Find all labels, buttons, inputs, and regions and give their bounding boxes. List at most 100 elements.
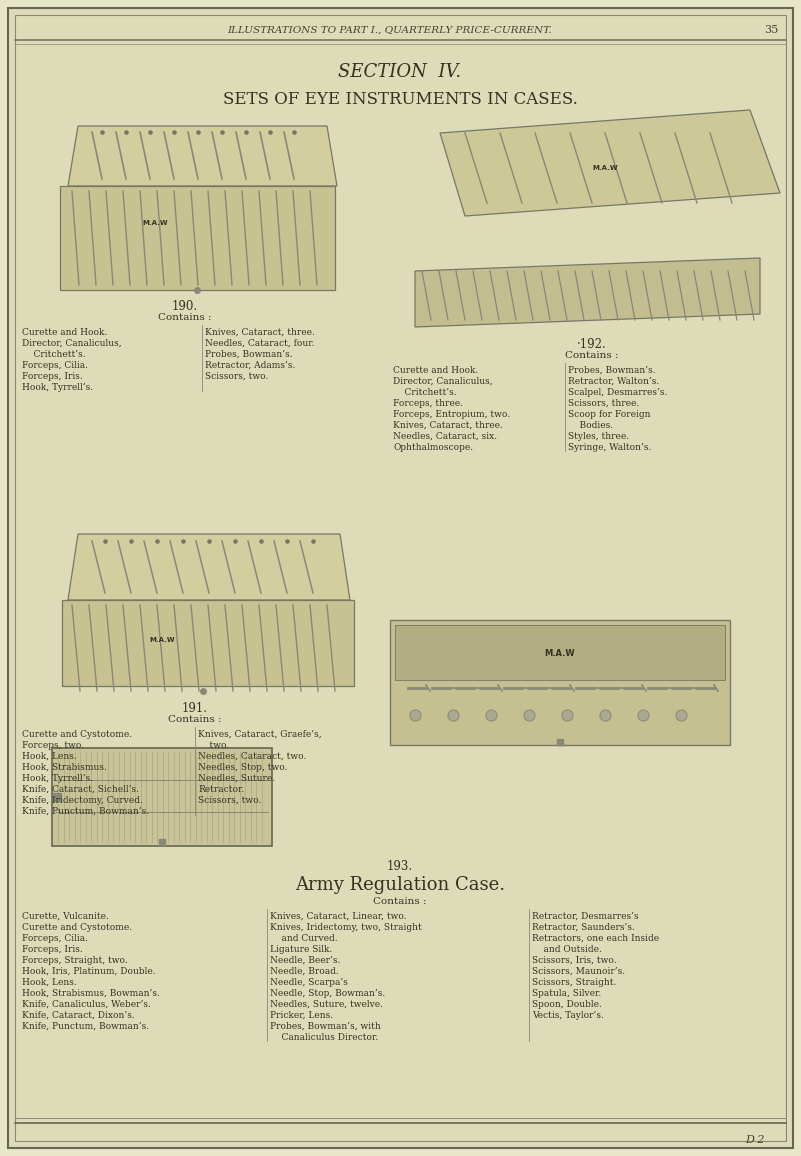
Text: Needles, Cataract, six.: Needles, Cataract, six. [393, 432, 497, 440]
Text: Director, Canaliculus,: Director, Canaliculus, [393, 377, 493, 386]
Text: Hook, Strabismus.: Hook, Strabismus. [22, 763, 107, 772]
Text: Needle, Scarpa’s: Needle, Scarpa’s [270, 978, 348, 987]
Text: and Outside.: and Outside. [532, 944, 602, 954]
Text: Scoop for Foreign: Scoop for Foreign [568, 410, 650, 418]
Text: Syringe, Walton’s.: Syringe, Walton’s. [568, 443, 651, 452]
Text: Scissors, three.: Scissors, three. [568, 399, 639, 408]
Text: D 2: D 2 [745, 1135, 765, 1144]
Text: Knife, Punctum, Bowman’s.: Knife, Punctum, Bowman’s. [22, 1022, 149, 1031]
Text: Scalpel, Desmarres’s.: Scalpel, Desmarres’s. [568, 388, 667, 397]
Text: Scissors, Maunoir’s.: Scissors, Maunoir’s. [532, 968, 625, 976]
Text: Curette and Hook.: Curette and Hook. [22, 328, 107, 338]
Text: 193.: 193. [387, 860, 413, 873]
Text: Retractor, Adams’s.: Retractor, Adams’s. [205, 361, 296, 370]
Text: 191.: 191. [182, 702, 208, 716]
Text: Scissors, two.: Scissors, two. [205, 372, 268, 381]
Text: Knife, Punctum, Bowman’s.: Knife, Punctum, Bowman’s. [22, 807, 149, 816]
Text: Scissors, Iris, two.: Scissors, Iris, two. [532, 956, 617, 965]
Text: Needles, Suture, twelve.: Needles, Suture, twelve. [270, 1000, 383, 1009]
Text: Probes, Bowman’s.: Probes, Bowman’s. [205, 350, 292, 360]
Text: Army Regulation Case.: Army Regulation Case. [295, 876, 505, 894]
Text: Knives, Cataract, Graefe’s,: Knives, Cataract, Graefe’s, [198, 729, 322, 739]
Text: Forceps, two.: Forceps, two. [22, 741, 84, 750]
Text: 190.: 190. [172, 301, 198, 313]
Text: M.A.W: M.A.W [592, 165, 618, 171]
Text: two.: two. [198, 741, 229, 750]
Text: Canaliculus Director.: Canaliculus Director. [270, 1033, 378, 1042]
Text: Ligature Silk.: Ligature Silk. [270, 944, 332, 954]
Polygon shape [415, 258, 760, 327]
Text: Forceps, Iris.: Forceps, Iris. [22, 944, 83, 954]
Text: Probes, Bowman’s, with: Probes, Bowman’s, with [270, 1022, 380, 1031]
Text: Needles, Suture.: Needles, Suture. [198, 775, 275, 783]
Text: Forceps, Iris.: Forceps, Iris. [22, 372, 83, 381]
Polygon shape [440, 110, 780, 216]
Text: Hook, Iris, Platinum, Double.: Hook, Iris, Platinum, Double. [22, 968, 155, 976]
FancyBboxPatch shape [62, 600, 354, 686]
Text: Forceps, Entropium, two.: Forceps, Entropium, two. [393, 410, 510, 418]
Text: Bodies.: Bodies. [568, 421, 613, 430]
Text: Needles, Cataract, two.: Needles, Cataract, two. [198, 753, 306, 761]
Polygon shape [68, 534, 350, 600]
Text: Forceps, Cilia.: Forceps, Cilia. [22, 934, 88, 943]
Polygon shape [68, 126, 337, 186]
Text: Knives, Cataract, three.: Knives, Cataract, three. [393, 421, 503, 430]
Text: Needle, Broad.: Needle, Broad. [270, 968, 339, 976]
Text: Styles, three.: Styles, three. [568, 432, 629, 440]
Text: SETS OF EYE INSTRUMENTS IN CASES.: SETS OF EYE INSTRUMENTS IN CASES. [223, 91, 578, 109]
Text: Hook, Lens.: Hook, Lens. [22, 978, 77, 987]
Text: Pricker, Lens.: Pricker, Lens. [270, 1012, 333, 1020]
Text: Contains :: Contains : [159, 313, 211, 323]
Text: 35: 35 [763, 25, 778, 35]
Text: and Curved.: and Curved. [270, 934, 338, 943]
Text: Knife, Iridectomy, Curved.: Knife, Iridectomy, Curved. [22, 796, 143, 805]
Text: Scissors, Straight.: Scissors, Straight. [532, 978, 617, 987]
FancyBboxPatch shape [15, 15, 786, 1141]
Text: Knives, Cataract, Linear, two.: Knives, Cataract, Linear, two. [270, 912, 407, 921]
Text: Needle, Stop, Bowman’s.: Needle, Stop, Bowman’s. [270, 990, 385, 998]
Text: Retractor.: Retractor. [198, 785, 244, 794]
FancyBboxPatch shape [395, 625, 725, 680]
Text: Ophthalmoscope.: Ophthalmoscope. [393, 443, 473, 452]
FancyBboxPatch shape [8, 8, 793, 1148]
Text: ILLUSTRATIONS TO PART I., QUARTERLY PRICE-CURRENT.: ILLUSTRATIONS TO PART I., QUARTERLY PRIC… [227, 25, 553, 35]
Text: Contains :: Contains : [168, 716, 222, 724]
Text: Forceps, Cilia.: Forceps, Cilia. [22, 361, 88, 370]
Text: Knives, Cataract, three.: Knives, Cataract, three. [205, 328, 315, 338]
Text: Curette and Cystotome.: Curette and Cystotome. [22, 729, 132, 739]
Text: Retractors, one each Inside: Retractors, one each Inside [532, 934, 659, 943]
Polygon shape [60, 186, 335, 290]
Text: Scissors, two.: Scissors, two. [198, 796, 261, 805]
Text: Critchett’s.: Critchett’s. [22, 350, 86, 360]
Text: ·192.: ·192. [578, 338, 607, 351]
Text: Spatula, Silver.: Spatula, Silver. [532, 990, 602, 998]
Text: Needles, Cataract, four.: Needles, Cataract, four. [205, 339, 315, 348]
Text: Vectis, Taylor’s.: Vectis, Taylor’s. [532, 1012, 604, 1020]
Text: Director, Canaliculus,: Director, Canaliculus, [22, 339, 122, 348]
Text: Hook, Lens.: Hook, Lens. [22, 753, 77, 761]
Text: Curette and Cystotome.: Curette and Cystotome. [22, 922, 132, 932]
Text: Hook, Tyrrell’s.: Hook, Tyrrell’s. [22, 383, 93, 392]
Text: Retractor, Desmarres’s: Retractor, Desmarres’s [532, 912, 638, 921]
Text: Knife, Cataract, Dixon’s.: Knife, Cataract, Dixon’s. [22, 1012, 135, 1020]
Text: Knife, Canaliculus, Weber’s.: Knife, Canaliculus, Weber’s. [22, 1000, 151, 1009]
Text: Hook, Strabismus, Bowman’s.: Hook, Strabismus, Bowman’s. [22, 990, 160, 998]
Text: Critchett’s.: Critchett’s. [393, 388, 457, 397]
Text: Needle, Beer’s.: Needle, Beer’s. [270, 956, 340, 965]
Text: M.A.W: M.A.W [143, 220, 168, 227]
Text: Contains :: Contains : [566, 351, 618, 360]
Text: Knives, Iridectomy, two, Straight: Knives, Iridectomy, two, Straight [270, 922, 422, 932]
Text: Hook, Tyrrell’s.: Hook, Tyrrell’s. [22, 775, 93, 783]
Text: Retractor, Walton’s.: Retractor, Walton’s. [568, 377, 659, 386]
Text: Probes, Bowman’s.: Probes, Bowman’s. [568, 366, 656, 375]
Text: M.A.W: M.A.W [545, 649, 575, 658]
Text: Curette and Hook.: Curette and Hook. [393, 366, 478, 375]
Text: Contains :: Contains : [373, 897, 427, 906]
Text: Forceps, three.: Forceps, three. [393, 399, 463, 408]
Text: Spoon, Double.: Spoon, Double. [532, 1000, 602, 1009]
Text: M.A.W: M.A.W [149, 637, 175, 643]
Text: Needles, Stop, two.: Needles, Stop, two. [198, 763, 288, 772]
Text: Retractor, Saunders’s.: Retractor, Saunders’s. [532, 922, 635, 932]
FancyBboxPatch shape [52, 748, 272, 846]
Text: Curette, Vulcanite.: Curette, Vulcanite. [22, 912, 109, 921]
